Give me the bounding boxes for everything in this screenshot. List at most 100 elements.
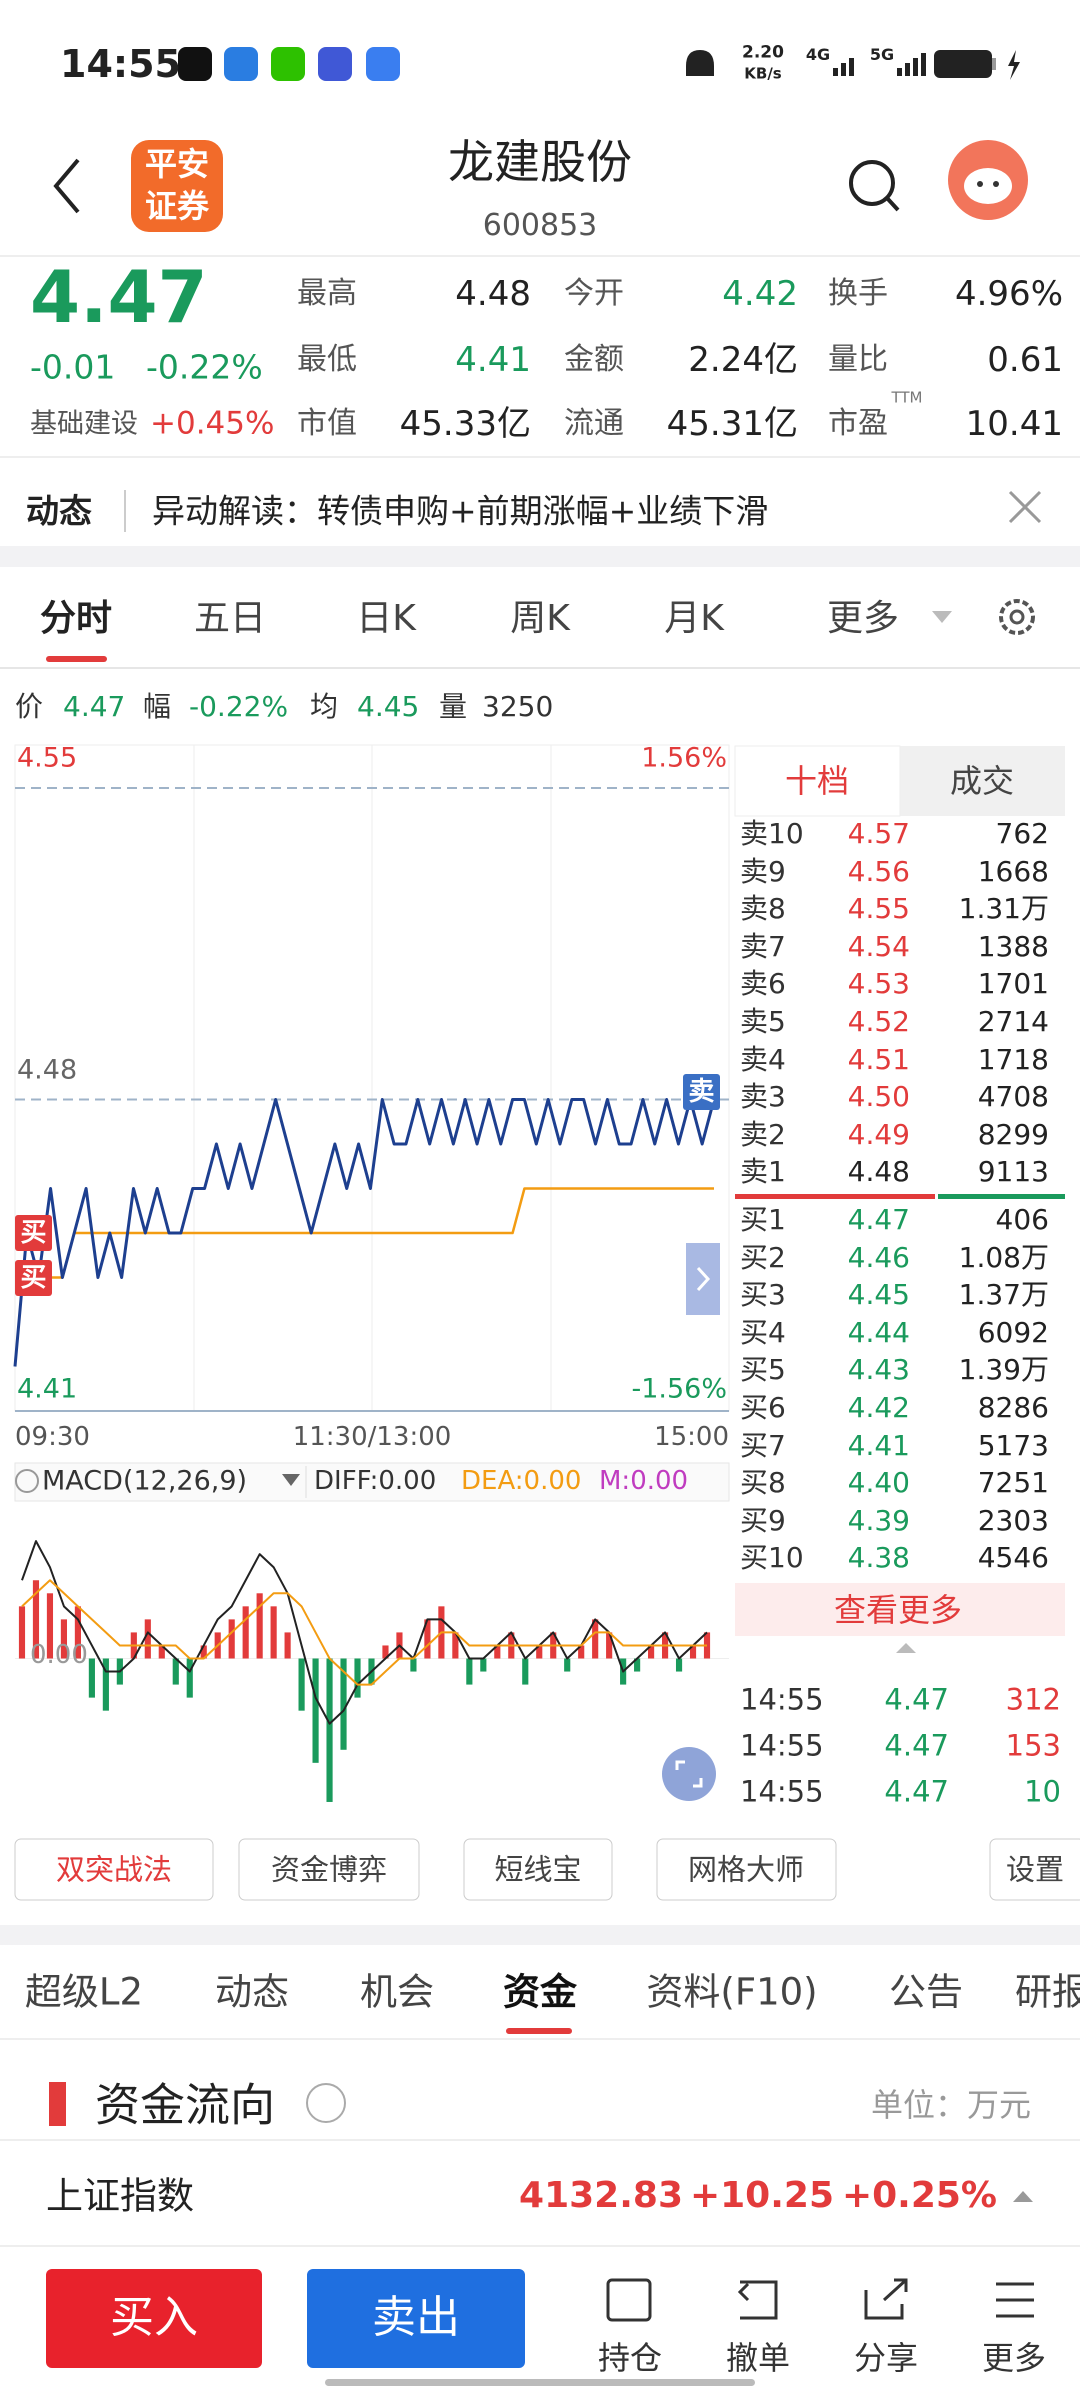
bid-price: 4.45 (847, 1278, 910, 1312)
summary-value: -0.22% (189, 690, 289, 723)
search-button[interactable] (885, 196, 900, 212)
chart-tab[interactable]: 周K (510, 598, 570, 639)
info-icon (15, 1469, 39, 1493)
section-tab[interactable]: 动态 (215, 1970, 289, 2014)
macd-bar (410, 1658, 417, 1672)
ask-label: 卖6 (740, 967, 786, 1001)
bid-volume: 4546 (977, 1541, 1049, 1575)
more-button[interactable]: 查看更多 (833, 1591, 963, 1629)
nav-icon[interactable] (864, 2278, 908, 2320)
macd-bar (522, 1658, 529, 1685)
nav-icon[interactable] (737, 2280, 778, 2320)
macd-bar (298, 1658, 305, 1711)
stat-value: 4.48 (455, 274, 531, 314)
nav-label[interactable]: 更多 (981, 2339, 1047, 2377)
back-button[interactable] (53, 158, 80, 214)
expand-arrow[interactable] (1013, 2191, 1033, 2202)
tool-button[interactable] (656, 1838, 837, 1901)
tool-button[interactable]: 双突战法 (55, 1852, 173, 1887)
nav-icon[interactable] (606, 2278, 652, 2322)
chart-tab[interactable]: 分时 (39, 598, 113, 639)
section-tab[interactable]: 资料(F10) (646, 1970, 818, 2014)
tool-button[interactable]: 网格大师 (687, 1852, 805, 1887)
tool-button[interactable]: 资金博弈 (270, 1852, 388, 1887)
ask-volume: 1668 (977, 854, 1049, 888)
book-divider (938, 1194, 1065, 1199)
search-button[interactable] (849, 160, 895, 206)
stat-tag: TTM (891, 388, 923, 407)
bid-volume: 8286 (977, 1391, 1049, 1424)
trade-volume: 312 (1005, 1682, 1061, 1717)
indicator-value: DEA:0.00 (461, 1466, 582, 1496)
section-tab[interactable]: 研报 (1015, 1970, 1080, 2014)
stat-label: 换手 (828, 276, 888, 311)
bid-volume: 2303 (977, 1503, 1049, 1537)
section-tab[interactable]: 资金 (503, 1970, 577, 2014)
tool-button[interactable] (463, 1838, 613, 1901)
bid-volume: 1.37万 (958, 1278, 1049, 1312)
nav-label[interactable]: 撤单 (725, 2339, 791, 2377)
ask-label: 卖4 (740, 1042, 786, 1076)
y-tick-label: 4.41 (17, 1373, 78, 1405)
book-tab[interactable]: 十档 (784, 762, 850, 800)
section-tab[interactable]: 超级L2 (24, 1970, 144, 2014)
settings-button[interactable] (1009, 609, 1025, 625)
stat-value: 10.41 (965, 404, 1063, 444)
expand-tab[interactable] (686, 1243, 720, 1315)
fullscreen-button[interactable] (662, 1747, 716, 1801)
stat-value: 2.24亿 (688, 340, 798, 380)
buy-button[interactable]: 买入 (110, 2292, 198, 2343)
trade-time: 14:55 (740, 1728, 824, 1763)
tool-button[interactable]: 短线宝 (494, 1852, 582, 1887)
sell-button[interactable]: 卖出 (372, 2292, 460, 2343)
settings-button[interactable] (999, 599, 1035, 635)
bid-price: 4.42 (847, 1391, 910, 1424)
chart-tab[interactable]: 五日 (193, 598, 267, 639)
info-icon[interactable] (306, 2083, 346, 2123)
section-tab[interactable]: 公告 (889, 1970, 963, 2014)
tool-button[interactable]: 设置 (1005, 1852, 1065, 1887)
trade-time: 14:55 (740, 1774, 824, 1809)
macd-bar (648, 1645, 655, 1659)
chart-tab[interactable]: 更多 (826, 598, 900, 639)
indicator-title: MACD(12,26,9) (42, 1465, 248, 1497)
section-marker (49, 2082, 66, 2126)
macd-bar (200, 1645, 207, 1659)
nav-label[interactable]: 分享 (853, 2339, 919, 2377)
macd-bar (60, 1619, 68, 1659)
x-tick-label: 11:30/13:00 (292, 1422, 452, 1452)
macd-bar (354, 1658, 361, 1698)
macd-bar (312, 1658, 319, 1763)
tool-button[interactable] (14, 1838, 214, 1901)
section-tab[interactable]: 机会 (360, 1970, 434, 2014)
trade-marker-text: 买 (20, 1218, 47, 1248)
tool-button[interactable] (238, 1838, 420, 1901)
ask-label: 卖3 (740, 1080, 786, 1114)
sell-button[interactable] (307, 2269, 525, 2368)
nav-icon[interactable] (996, 2282, 1034, 2318)
ask-price: 4.48 (847, 1155, 910, 1189)
y-tick-label: 4.55 (17, 742, 78, 774)
chart-tab[interactable]: 日K (356, 598, 416, 639)
chart-tab[interactable]: 月K (664, 598, 724, 639)
bid-price: 4.46 (847, 1240, 910, 1274)
macd-header (14, 1462, 730, 1502)
price-line (13, 1098, 716, 1367)
dropdown-arrow[interactable] (282, 1474, 300, 1486)
ask-price: 4.54 (847, 929, 910, 963)
avatar (964, 168, 1012, 204)
book-tab[interactable]: 成交 (949, 762, 1015, 800)
macd-bar (228, 1619, 235, 1659)
close-button[interactable] (1008, 490, 1042, 524)
bid-price: 4.39 (847, 1503, 910, 1537)
bid-price: 4.43 (847, 1353, 910, 1387)
tool-button[interactable] (989, 1838, 1080, 1901)
charge-icon (1008, 50, 1020, 80)
news-text[interactable]: 异动解读：转债申购+前期涨幅+业绩下滑 (152, 491, 769, 531)
separator (0, 546, 1080, 567)
ask-price: 4.50 (847, 1080, 910, 1114)
nav-label[interactable]: 持仓 (597, 2339, 663, 2377)
macd-bar (18, 1606, 26, 1659)
buy-button[interactable] (46, 2269, 262, 2368)
